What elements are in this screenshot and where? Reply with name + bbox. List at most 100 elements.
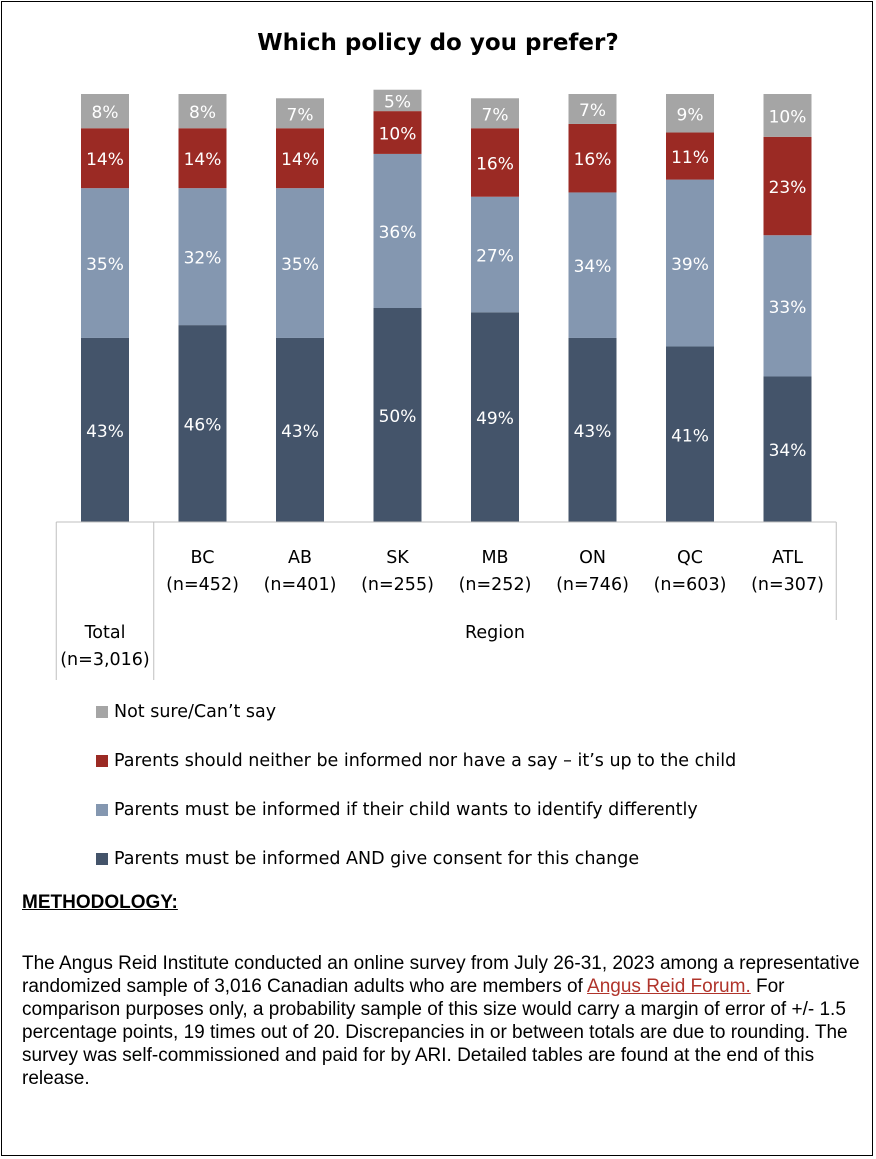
bar-segment xyxy=(568,192,617,338)
data-label: 7% xyxy=(482,105,509,125)
data-label: 41% xyxy=(671,426,709,446)
data-label: 46% xyxy=(184,416,222,436)
data-label: 43% xyxy=(86,422,124,442)
legend-item: Parents must be informed AND give consen… xyxy=(96,847,736,871)
bar-segment xyxy=(666,94,714,133)
legend-label: Parents must be informed if their child … xyxy=(114,800,698,820)
bar-segment xyxy=(276,128,324,189)
bar-segment xyxy=(373,111,422,154)
legend-item: Not sure/Can’t say xyxy=(96,700,736,724)
methodology-text-part2: For comparison purposes only, a probabil… xyxy=(22,976,848,1089)
data-label: 32% xyxy=(184,249,222,269)
data-label: 5% xyxy=(384,92,411,112)
data-label: 10% xyxy=(769,107,807,127)
legend-swatch xyxy=(96,853,108,865)
data-label: 34% xyxy=(574,257,612,277)
bar-segment xyxy=(568,337,617,522)
bar-segment xyxy=(373,308,422,522)
bar-segment xyxy=(471,98,519,129)
data-label: 49% xyxy=(476,409,514,429)
bar-segment xyxy=(666,179,714,347)
bar-segment xyxy=(276,188,324,338)
category-label: MB xyxy=(481,548,508,568)
data-label: 16% xyxy=(574,150,612,170)
bar-segment xyxy=(81,94,129,129)
bar-segment xyxy=(81,128,129,189)
data-label: 11% xyxy=(671,148,709,168)
data-label: 33% xyxy=(769,298,807,318)
bar-segment xyxy=(666,346,714,522)
bar-segment xyxy=(763,235,812,377)
methodology-text: The Angus Reid Institute conducted an on… xyxy=(22,952,862,1090)
data-label: 39% xyxy=(671,255,709,275)
category-label: ATL xyxy=(772,548,803,568)
category-n-label: (n=252) xyxy=(459,575,532,595)
category-n-label: (n=3,016) xyxy=(60,650,150,670)
bar-segment xyxy=(373,153,422,308)
data-label: 9% xyxy=(677,105,704,125)
data-label: 14% xyxy=(86,150,124,170)
category-label: ON xyxy=(579,548,606,568)
bar-segment xyxy=(471,128,519,197)
data-label: 36% xyxy=(379,223,417,243)
data-label: 35% xyxy=(281,255,319,275)
bar-segment xyxy=(568,123,617,193)
data-label: 14% xyxy=(281,150,319,170)
chart-legend: Not sure/Can’t say Parents should neither… xyxy=(96,700,736,896)
data-label: 34% xyxy=(769,441,807,461)
stacked-bar-chart: 43% 35% 14% 8% Total (n=3,016) 46% 32% 14% 8% BC (n… xyxy=(55,89,837,680)
data-label: 27% xyxy=(476,247,514,267)
legend-item: Parents must be informed if their child … xyxy=(96,798,736,822)
bar-segment xyxy=(178,128,227,189)
bar-segment xyxy=(763,376,812,522)
angus-reid-forum-link[interactable]: Angus Reid Forum. xyxy=(587,976,751,997)
legend-swatch xyxy=(96,755,108,767)
category-label: QC xyxy=(677,548,703,568)
legend-swatch xyxy=(96,804,108,816)
category-n-label: (n=401) xyxy=(264,575,337,595)
legend-label: Parents must be informed AND give consen… xyxy=(114,849,640,869)
legend-label: Not sure/Can’t say xyxy=(114,702,277,722)
data-label: 8% xyxy=(189,103,216,123)
data-label: 14% xyxy=(184,150,222,170)
category-n-label: (n=603) xyxy=(654,575,727,595)
bar-segment xyxy=(81,188,129,338)
data-label: 8% xyxy=(92,103,119,123)
category-n-label: (n=746) xyxy=(556,575,629,595)
bar-segment xyxy=(276,337,324,522)
bar-segment xyxy=(276,98,324,129)
data-label: 10% xyxy=(379,125,417,145)
category-label: SK xyxy=(386,548,409,568)
bar-segment xyxy=(471,312,519,522)
data-label: 35% xyxy=(86,255,124,275)
data-label: 7% xyxy=(579,101,606,121)
group-label: Region xyxy=(465,623,525,643)
category-n-label: (n=452) xyxy=(166,575,239,595)
legend-item: Parents should neither be informed nor h… xyxy=(96,749,736,773)
data-label: 43% xyxy=(281,422,319,442)
data-label: 50% xyxy=(379,407,417,427)
bar-segment xyxy=(763,94,812,137)
methodology-text-part1: The Angus Reid Institute conducted an on… xyxy=(22,953,860,997)
bar-segment xyxy=(178,188,227,326)
bar-segment xyxy=(373,89,422,112)
bar-segment xyxy=(178,325,227,522)
data-label: 43% xyxy=(574,422,612,442)
data-label: 23% xyxy=(769,178,807,198)
bar-segment xyxy=(178,94,227,129)
legend-label: Parents should neither be informed nor h… xyxy=(114,751,737,771)
category-label: AB xyxy=(288,548,312,568)
legend-swatch xyxy=(96,706,108,718)
chart-title: Which policy do you prefer? xyxy=(257,30,619,56)
data-label: 7% xyxy=(287,105,314,125)
bar-segment xyxy=(471,196,519,313)
category-label: BC xyxy=(191,548,215,568)
category-label: Total xyxy=(84,623,126,643)
bar-segment xyxy=(763,136,812,236)
bar-segment xyxy=(666,132,714,180)
methodology-heading: METHODOLOGY: xyxy=(22,892,178,913)
bar-segment xyxy=(568,94,617,124)
data-label: 16% xyxy=(476,154,514,174)
category-n-label: (n=307) xyxy=(751,575,824,595)
